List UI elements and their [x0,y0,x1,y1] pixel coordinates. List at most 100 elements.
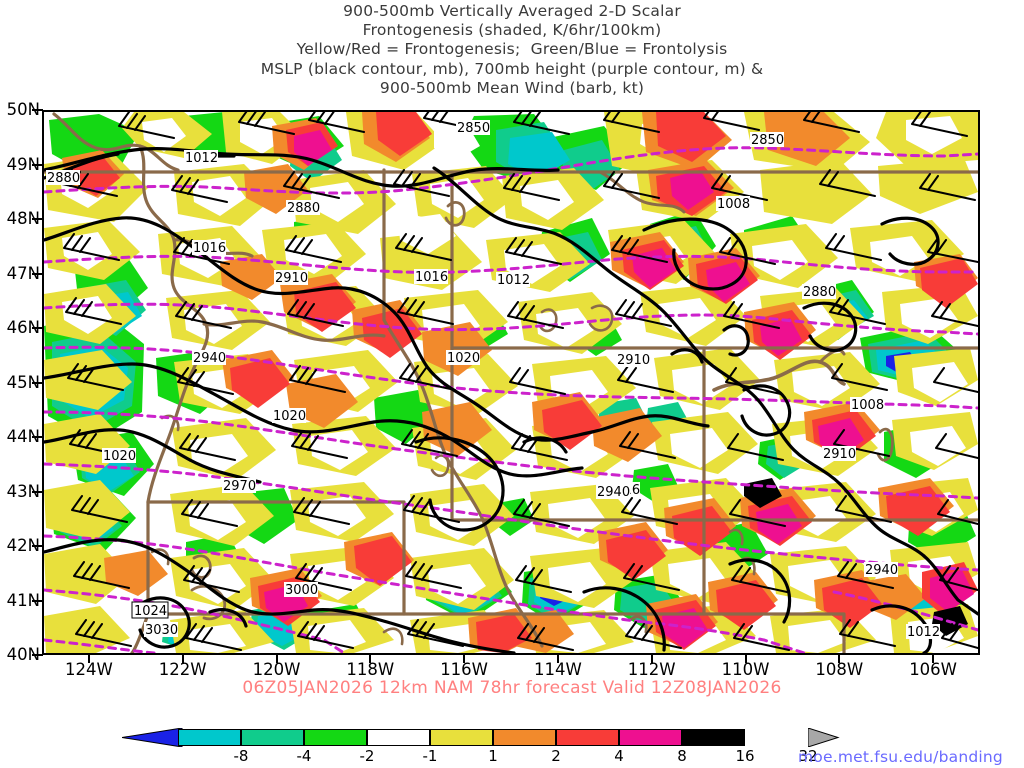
colorbar-swatch[interactable] [304,729,367,746]
colorbar-tick-label: 4 [614,747,624,765]
y-axis-tick-label: 43N [6,481,40,501]
colorbar-swatch[interactable] [178,729,241,746]
y-axis-tick-label: 45N [6,372,40,392]
colorbar-tick-label: 8 [677,747,687,765]
chart-title: 900-500mb Vertically Averaged 2-D Scalar… [0,2,1024,98]
forecast-caption: 06Z05JAN2026 12km NAM 78hr forecast Vali… [242,678,782,698]
svg-text:3000: 3000 [285,583,318,598]
x-axis-tick [650,655,653,663]
title-line-2: Frontogenesis (shaded, K/6hr/100km) [362,21,662,40]
colorbar[interactable]: -8 -4 -2 -1 1 2 4 8 16 32 [122,728,840,765]
svg-text:2940: 2940 [193,351,226,366]
colorbar-tick-label: -1 [422,747,438,765]
svg-text:1016: 1016 [415,270,448,285]
colorbar-swatch[interactable] [619,729,682,746]
x-axis-tick-label: 108W [815,660,864,679]
colorbar-tick-label: -8 [233,747,249,765]
colorbar-tick-label: -4 [296,747,312,765]
title-line-3: Yellow/Red = Frontogenesis; Green/Blue =… [296,40,728,59]
colorbar-tick-label: 1 [488,747,498,765]
colorbar-swatch[interactable] [682,729,745,746]
svg-text:1008: 1008 [717,197,750,212]
x-axis-tick [744,655,747,663]
colorbar-tick-label: 16 [735,747,755,765]
colorbar-swatch[interactable] [493,729,556,746]
y-axis-tick-label: 47N [6,263,40,283]
colorbar-tick-label: 2 [551,747,561,765]
x-axis-tick [275,655,278,663]
svg-text:2910: 2910 [617,353,650,368]
colorbar-swatch[interactable] [556,729,619,746]
svg-text:1020: 1020 [273,409,306,424]
colorbar-swatch[interactable] [367,729,430,746]
svg-text:1016: 1016 [193,241,226,256]
y-axis-tick [32,272,43,275]
svg-text:2880: 2880 [47,171,80,186]
x-axis-tick-label: 122W [158,660,207,679]
title-line-1: 900-500mb Vertically Averaged 2-D Scalar [343,2,681,20]
x-axis-tick [838,655,841,663]
x-axis-tick [932,655,935,663]
colorbar-swatch[interactable] [430,729,493,746]
y-axis-tick [32,109,43,111]
contour-labels: 1012 1016 1016 1012 1020 1020 1020 1024 … [46,120,940,640]
colorbar-max-arrow [808,728,840,747]
svg-text:2910: 2910 [275,271,308,286]
svg-text:1008: 1008 [851,398,884,413]
svg-text:2880: 2880 [803,285,836,300]
y-axis-tick [32,381,43,384]
svg-text:2850: 2850 [457,121,490,136]
x-axis-tick-label: 112W [627,660,676,679]
y-axis-tick [32,599,43,602]
colorbar-min-arrow [122,728,183,747]
svg-text:1012: 1012 [497,273,530,288]
x-axis-tick-label: 110W [721,660,770,679]
svg-text:3030: 3030 [145,623,178,638]
y-axis-tick [32,545,43,547]
source-credit[interactable]: moe.met.fsu.edu/banding [798,748,1003,766]
y-axis-tick-label: 44N [6,427,40,446]
x-axis-tick [181,655,184,663]
y-axis-tick [32,436,43,438]
frontogenesis-map: 1012 1016 1016 1012 1020 1020 1020 1024 … [44,112,978,653]
y-axis-tick [32,163,43,166]
y-axis-tick-label: 40N [6,645,40,664]
svg-text:2910: 2910 [823,447,856,462]
svg-text:1020: 1020 [103,449,136,464]
map-plot-area[interactable]: 1012 1016 1016 1012 1020 1020 1020 1024 … [42,110,980,655]
colorbar-tick-label: 32 [798,747,818,765]
y-axis-tick-label: 46N [6,318,40,337]
svg-text:1024: 1024 [134,604,167,619]
y-axis-tick-label: 41N [6,590,40,610]
wind-barbs [61,112,978,651]
y-axis-tick [32,654,43,656]
y-axis-tick [32,218,43,220]
x-axis-tick-label: 114W [533,660,582,679]
y-axis-tick-label: 48N [6,209,40,228]
svg-text:2880: 2880 [287,201,320,216]
y-axis-tick-label: 42N [6,536,40,555]
x-axis-tick [87,655,90,663]
svg-text:2850: 2850 [751,133,784,148]
svg-text:1012: 1012 [907,625,940,640]
title-line-4: MSLP (black contour, mb), 700mb height (… [260,59,764,78]
y-axis-tick-label: 50N [6,100,40,119]
title-line-5: 900-500mb Mean Wind (barb, kt) [379,78,645,97]
x-axis-tick [369,655,372,663]
colorbar-tick-label: -2 [359,747,375,765]
x-axis-tick-label: 118W [346,660,395,679]
svg-text:2940: 2940 [865,563,898,578]
x-axis-tick [556,655,559,663]
colorbar-swatch[interactable] [241,729,304,746]
svg-text:2940: 2940 [597,485,630,500]
y-axis-tick [32,490,43,493]
svg-text:2970: 2970 [223,479,256,494]
x-axis-tick-label: 124W [64,660,113,679]
y-axis-tick [32,327,43,329]
x-axis-tick-label: 120W [252,660,301,679]
x-axis-tick-label: 116W [440,660,488,679]
y-axis-tick-label: 49N [6,154,40,174]
x-axis-tick [463,655,466,663]
svg-text:1012: 1012 [185,151,218,166]
